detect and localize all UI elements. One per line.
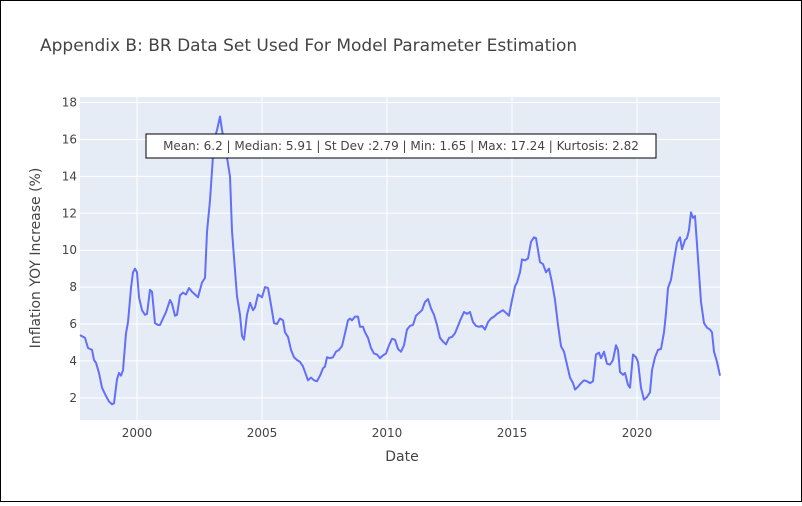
y-tick-label: 2 xyxy=(69,391,77,405)
annotation: Mean: 6.2 | Median: 5.91 | St Dev :2.79 … xyxy=(163,139,639,153)
y-tick-label: 8 xyxy=(69,280,77,294)
x-tick-label: 2010 xyxy=(372,426,403,440)
annotation-box xyxy=(145,133,657,159)
y-axis-title: Inflation YOY Increase (%) xyxy=(28,168,44,349)
y-tick-label: 14 xyxy=(62,169,77,183)
series xyxy=(79,115,721,406)
series-line xyxy=(79,115,721,406)
y-tick-label: 4 xyxy=(69,354,77,368)
y-tick-label: 12 xyxy=(62,206,77,220)
chart-title: Appendix B: BR Data Set Used For Model P… xyxy=(40,36,577,56)
y-tick-label: 16 xyxy=(62,132,77,146)
y-tick-label: 10 xyxy=(62,243,77,257)
x-tick-label: 2015 xyxy=(497,426,528,440)
x-tick-label: 2020 xyxy=(622,426,653,440)
x-axis-title: Date xyxy=(385,449,418,465)
x-tick-label: 2000 xyxy=(122,426,153,440)
y-tick-label: 6 xyxy=(69,317,77,331)
x-tick-label: 2005 xyxy=(247,426,278,440)
y-tick-label: 18 xyxy=(62,96,77,110)
